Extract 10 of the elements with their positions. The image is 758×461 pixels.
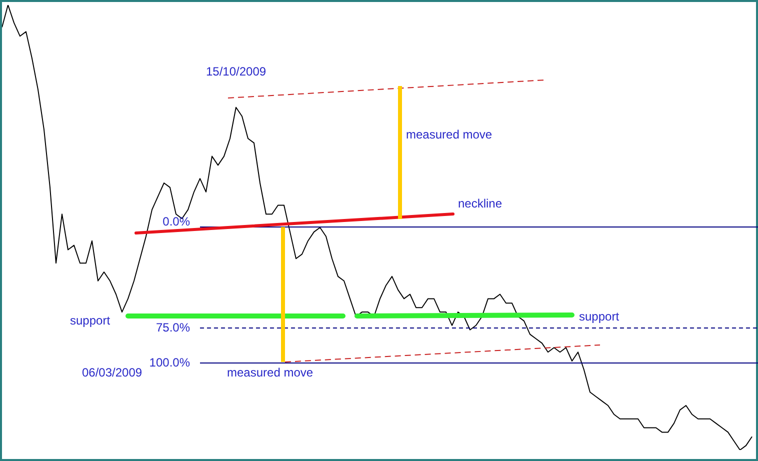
annotation: 75.0% [156,320,190,334]
annotation: measured move [406,127,492,142]
annotation: 100.0% [149,355,190,370]
annotation: 0.0% [162,214,190,228]
annotation: measured move [227,365,314,380]
annotation: support [70,313,111,328]
annotation: neckline [458,196,502,210]
annotation: 06/03/2009 [82,365,142,380]
annotation: support [579,309,620,324]
annotation: 15/10/2009 [206,64,266,78]
